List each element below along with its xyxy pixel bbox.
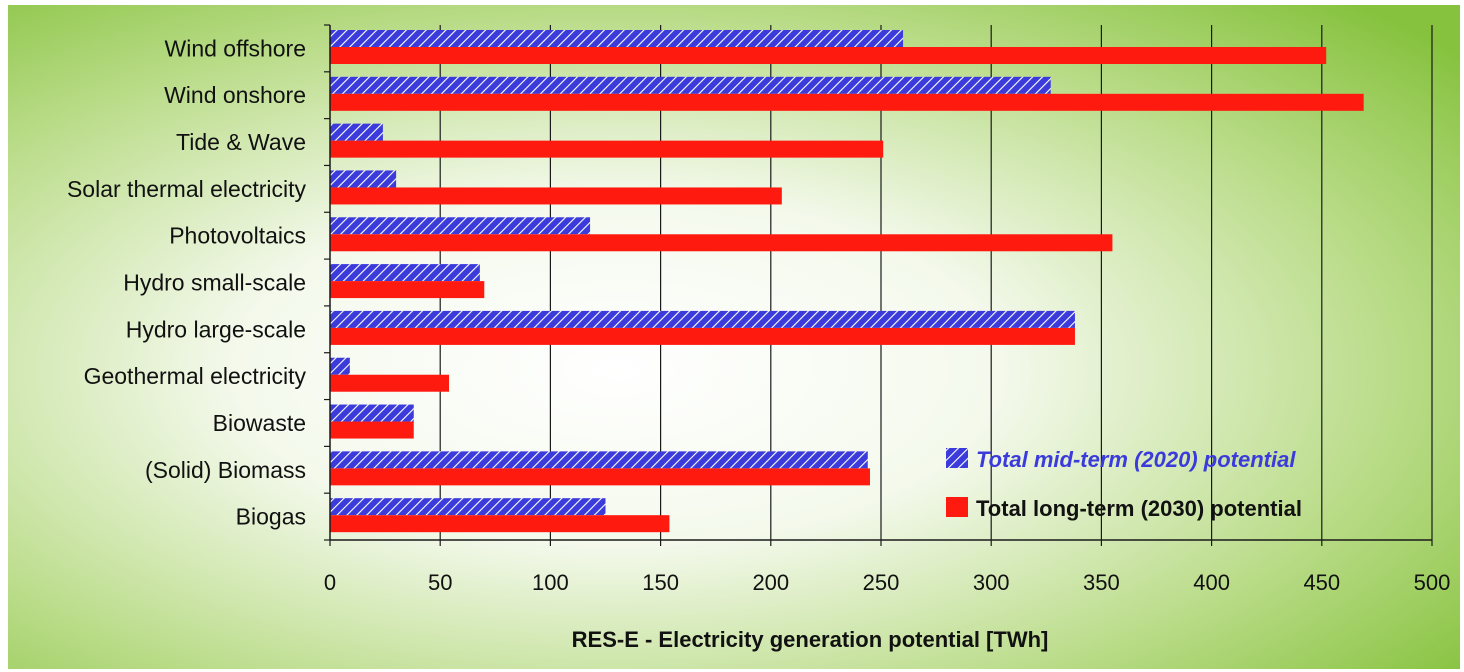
bar-longterm-2030-9 [330,468,870,486]
category-label: Biowaste [213,410,306,436]
x-tick-label: 400 [1193,570,1230,595]
bar-midterm-2020-3 [330,170,397,188]
legend-swatch-midterm [946,448,968,468]
bar-longterm-2030-8 [330,421,414,439]
bar-longterm-2030-10 [330,515,670,533]
bar-midterm-2020-4 [330,217,591,235]
bar-longterm-2030-5 [330,281,485,299]
category-label: Wind onshore [164,82,306,108]
bar-midterm-2020-5 [330,264,480,282]
bar-longterm-2030-1 [330,93,1364,111]
category-label: Hydro large-scale [126,316,306,342]
bar-longterm-2030-0 [330,47,1327,64]
x-tick-label: 50 [428,570,452,595]
category-label: Tide & Wave [176,129,306,155]
bar-longterm-2030-6 [330,327,1075,345]
x-tick-label: 150 [642,570,679,595]
x-tick-label: 300 [973,570,1010,595]
x-tick-label: 200 [752,570,789,595]
category-label: Geothermal electricity [84,363,307,389]
category-label: Solar thermal electricity [67,176,307,202]
bar-midterm-2020-9 [330,451,868,469]
bar-longterm-2030-4 [330,234,1113,252]
x-tick-label: 250 [863,570,900,595]
bar-midterm-2020-2 [330,123,383,141]
bar-longterm-2030-2 [330,140,884,158]
x-tick-label: 100 [532,570,569,595]
x-tick-label: 0 [324,570,336,595]
x-axis-title: RES-E - Electricity generation potential… [572,627,1049,652]
x-tick-label: 500 [1414,570,1451,595]
bar-midterm-2020-6 [330,310,1075,328]
category-label: Biogas [236,504,306,530]
legend-label-midterm: Total mid-term (2020) potential [976,447,1296,472]
bar-longterm-2030-7 [330,374,450,392]
x-tick-label: 450 [1303,570,1340,595]
bar-midterm-2020-0 [330,30,904,47]
bar-midterm-2020-8 [330,404,414,422]
x-tick-label: 350 [1083,570,1120,595]
bar-midterm-2020-7 [330,357,350,375]
category-label: Photovoltaics [169,223,306,249]
category-label: (Solid) Biomass [145,457,306,483]
legend-label-longterm: Total long-term (2030) potential [976,496,1302,521]
legend-swatch-longterm [946,497,968,517]
category-label: Hydro small-scale [123,270,306,296]
bar-midterm-2020-10 [330,498,606,516]
bar-midterm-2020-1 [330,76,1051,94]
bar-longterm-2030-3 [330,187,782,205]
category-label: Wind offshore [165,35,306,61]
